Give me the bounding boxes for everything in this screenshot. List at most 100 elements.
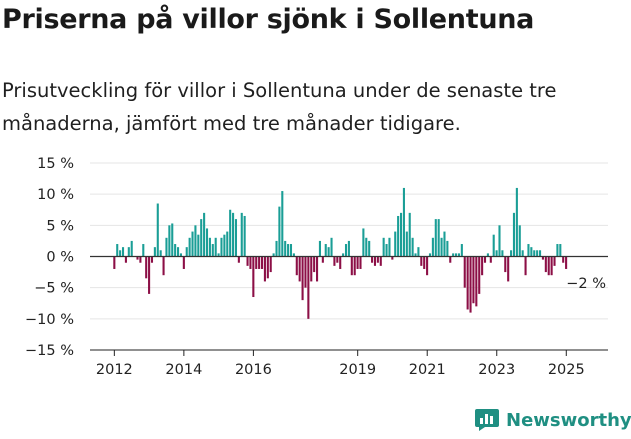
bar — [504, 256, 507, 273]
bar — [365, 237, 368, 257]
y-tick-label: 10 % — [37, 187, 74, 203]
bar — [121, 247, 125, 257]
brand-logo: Newsworthy — [474, 408, 631, 432]
bar — [136, 256, 139, 260]
bar — [243, 215, 246, 257]
bar — [356, 256, 359, 269]
bar — [463, 256, 466, 288]
bar — [533, 250, 536, 257]
bar — [371, 256, 374, 263]
bar — [501, 250, 504, 257]
bar — [203, 212, 206, 257]
bar — [359, 256, 362, 269]
bar — [124, 256, 127, 263]
x-tick-label: 2016 — [235, 362, 272, 378]
bar — [153, 247, 156, 257]
bar — [466, 256, 469, 310]
bar — [524, 256, 527, 276]
bar — [263, 256, 266, 282]
bar — [295, 256, 298, 276]
bar — [229, 209, 232, 257]
bar — [171, 223, 174, 257]
chart-title: Priserna på villor sjönk i Sollentuna — [2, 4, 535, 35]
bar — [246, 256, 249, 266]
bar — [394, 231, 397, 257]
bar — [148, 256, 151, 294]
bar — [119, 250, 122, 257]
bar — [559, 244, 562, 257]
bar — [237, 256, 240, 263]
bar — [550, 256, 553, 276]
bar — [266, 256, 269, 279]
bar — [414, 253, 417, 257]
bar — [498, 225, 501, 257]
bar — [292, 253, 295, 257]
bar — [527, 244, 530, 257]
bar — [287, 244, 290, 257]
bar — [452, 253, 455, 257]
bar — [220, 237, 223, 257]
bar — [275, 240, 278, 257]
bar — [182, 256, 185, 269]
bar — [481, 256, 484, 276]
bar — [510, 250, 513, 257]
bar — [440, 237, 443, 257]
x-tick-label: 2012 — [96, 362, 133, 378]
bar — [313, 256, 316, 273]
bar — [272, 253, 275, 257]
bar — [362, 228, 365, 257]
bar — [223, 234, 226, 257]
bar — [162, 256, 165, 276]
bar — [278, 206, 281, 257]
bar — [565, 256, 568, 269]
bar — [159, 250, 162, 257]
bar — [289, 244, 293, 257]
bar — [434, 219, 437, 257]
bar — [185, 247, 188, 257]
bar — [307, 256, 310, 319]
bar — [339, 256, 342, 269]
bar — [376, 256, 379, 263]
bar — [472, 256, 475, 304]
bar — [116, 244, 119, 257]
y-tick-label: −10 % — [25, 312, 74, 328]
bar — [165, 237, 168, 257]
bar — [260, 256, 264, 269]
bar — [342, 253, 345, 257]
y-tick-label: −15 % — [25, 343, 74, 359]
bar — [483, 256, 487, 263]
bar — [249, 256, 252, 269]
bar — [512, 212, 516, 257]
bar — [515, 187, 518, 257]
bar — [405, 231, 408, 257]
bar — [350, 256, 353, 276]
bar — [536, 250, 539, 257]
bar — [486, 253, 489, 257]
bar — [455, 253, 458, 257]
bar — [399, 212, 403, 257]
bar — [156, 203, 159, 257]
bar — [443, 231, 446, 257]
bar — [382, 237, 385, 257]
bar — [318, 240, 321, 257]
bar — [150, 256, 154, 263]
bar — [194, 225, 197, 257]
bar — [252, 256, 255, 298]
bar — [385, 244, 388, 257]
bar — [174, 244, 177, 257]
bar — [521, 250, 524, 257]
bar — [255, 256, 258, 269]
bar — [226, 231, 229, 257]
bar — [562, 256, 565, 263]
bar — [553, 256, 556, 266]
bar — [428, 253, 432, 257]
bar — [240, 212, 243, 257]
bar — [324, 244, 327, 257]
bar — [368, 240, 371, 257]
bar — [304, 256, 307, 288]
bar — [284, 240, 287, 257]
bar — [417, 247, 420, 257]
bar — [145, 256, 148, 279]
bar — [411, 237, 414, 257]
bar — [347, 240, 350, 257]
